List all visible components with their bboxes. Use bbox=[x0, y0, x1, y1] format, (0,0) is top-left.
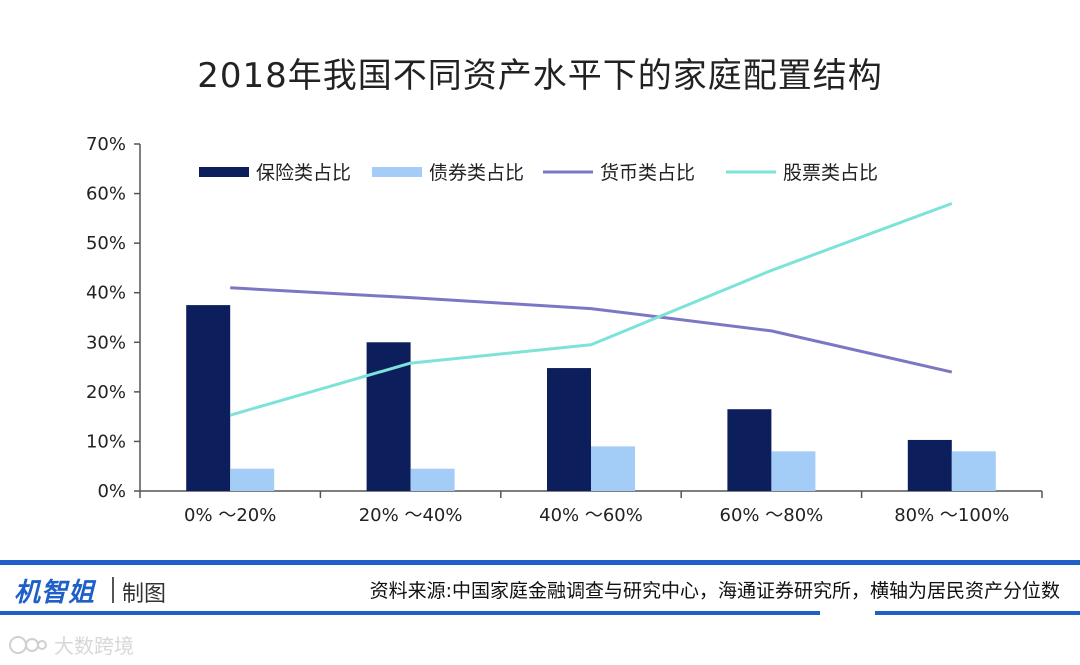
bar-insurance bbox=[186, 305, 231, 491]
x-tick-label: 40% ～60% bbox=[539, 505, 643, 526]
legend-swatch bbox=[372, 167, 422, 177]
legend-swatch bbox=[199, 167, 249, 177]
watermark-text: 大数跨境 bbox=[54, 634, 134, 658]
watermark-logo-icon bbox=[9, 635, 47, 654]
x-tick-label: 60% ～80% bbox=[720, 505, 824, 526]
x-tick-label: 20% ～40% bbox=[359, 505, 463, 526]
legend-stock: 股票类占比 bbox=[726, 162, 878, 184]
bar-bond bbox=[771, 451, 816, 491]
y-tick-label: 10% bbox=[86, 431, 126, 452]
legend-insurance: 保险类占比 bbox=[199, 162, 351, 184]
footer-bottom-rule-left bbox=[0, 611, 820, 615]
legend-label: 保险类占比 bbox=[256, 162, 351, 184]
bar-insurance bbox=[907, 439, 952, 491]
source-note: 资料来源:中国家庭金融调查与研究中心，海通证券研究所，横轴为居民资产分位数 bbox=[369, 580, 1060, 602]
y-tick-label: 20% bbox=[86, 382, 126, 403]
y-tick-label: 40% bbox=[86, 283, 126, 304]
footer-top-rule bbox=[0, 560, 1080, 565]
brand-logo: 机智姐 bbox=[14, 578, 96, 608]
bar-insurance bbox=[727, 409, 772, 491]
chart-title: 2018年我国不同资产水平下的家庭配置结构 bbox=[197, 56, 883, 96]
bar-bond bbox=[230, 468, 275, 491]
brand-suffix: 制图 bbox=[122, 582, 167, 607]
bar-insurance bbox=[547, 368, 591, 491]
chart-area: 0% 10% 20% 30% 40% 50% 60% 70% 0% ～20% 20% ～40% 40… bbox=[86, 134, 1043, 526]
legend-label: 货币类占比 bbox=[600, 162, 695, 184]
x-tick-label: 0% ～20% bbox=[184, 505, 276, 526]
y-tick-label: 30% bbox=[86, 332, 126, 353]
brand-divider bbox=[112, 577, 114, 603]
bar-bond bbox=[951, 451, 996, 491]
x-tick-label: 80% ～100% bbox=[894, 505, 1009, 526]
y-tick-label: 60% bbox=[86, 184, 126, 205]
legend-bond: 债券类占比 bbox=[372, 162, 524, 184]
series-line-money bbox=[230, 286, 953, 374]
y-tick-label: 70% bbox=[86, 134, 126, 155]
legend-label: 股票类占比 bbox=[783, 162, 878, 184]
y-tick-label: 0% bbox=[97, 481, 126, 502]
footer-bottom-rule-right bbox=[875, 611, 1080, 615]
bar-bond bbox=[410, 468, 455, 491]
legend-money: 货币类占比 bbox=[543, 162, 695, 184]
y-tick-label: 50% bbox=[86, 233, 126, 254]
bar-insurance bbox=[366, 342, 411, 491]
bar-bond bbox=[591, 446, 635, 491]
series-line-stock bbox=[229, 202, 953, 417]
watermark: 大数跨境 bbox=[8, 630, 134, 659]
legend-label: 债券类占比 bbox=[429, 162, 524, 184]
